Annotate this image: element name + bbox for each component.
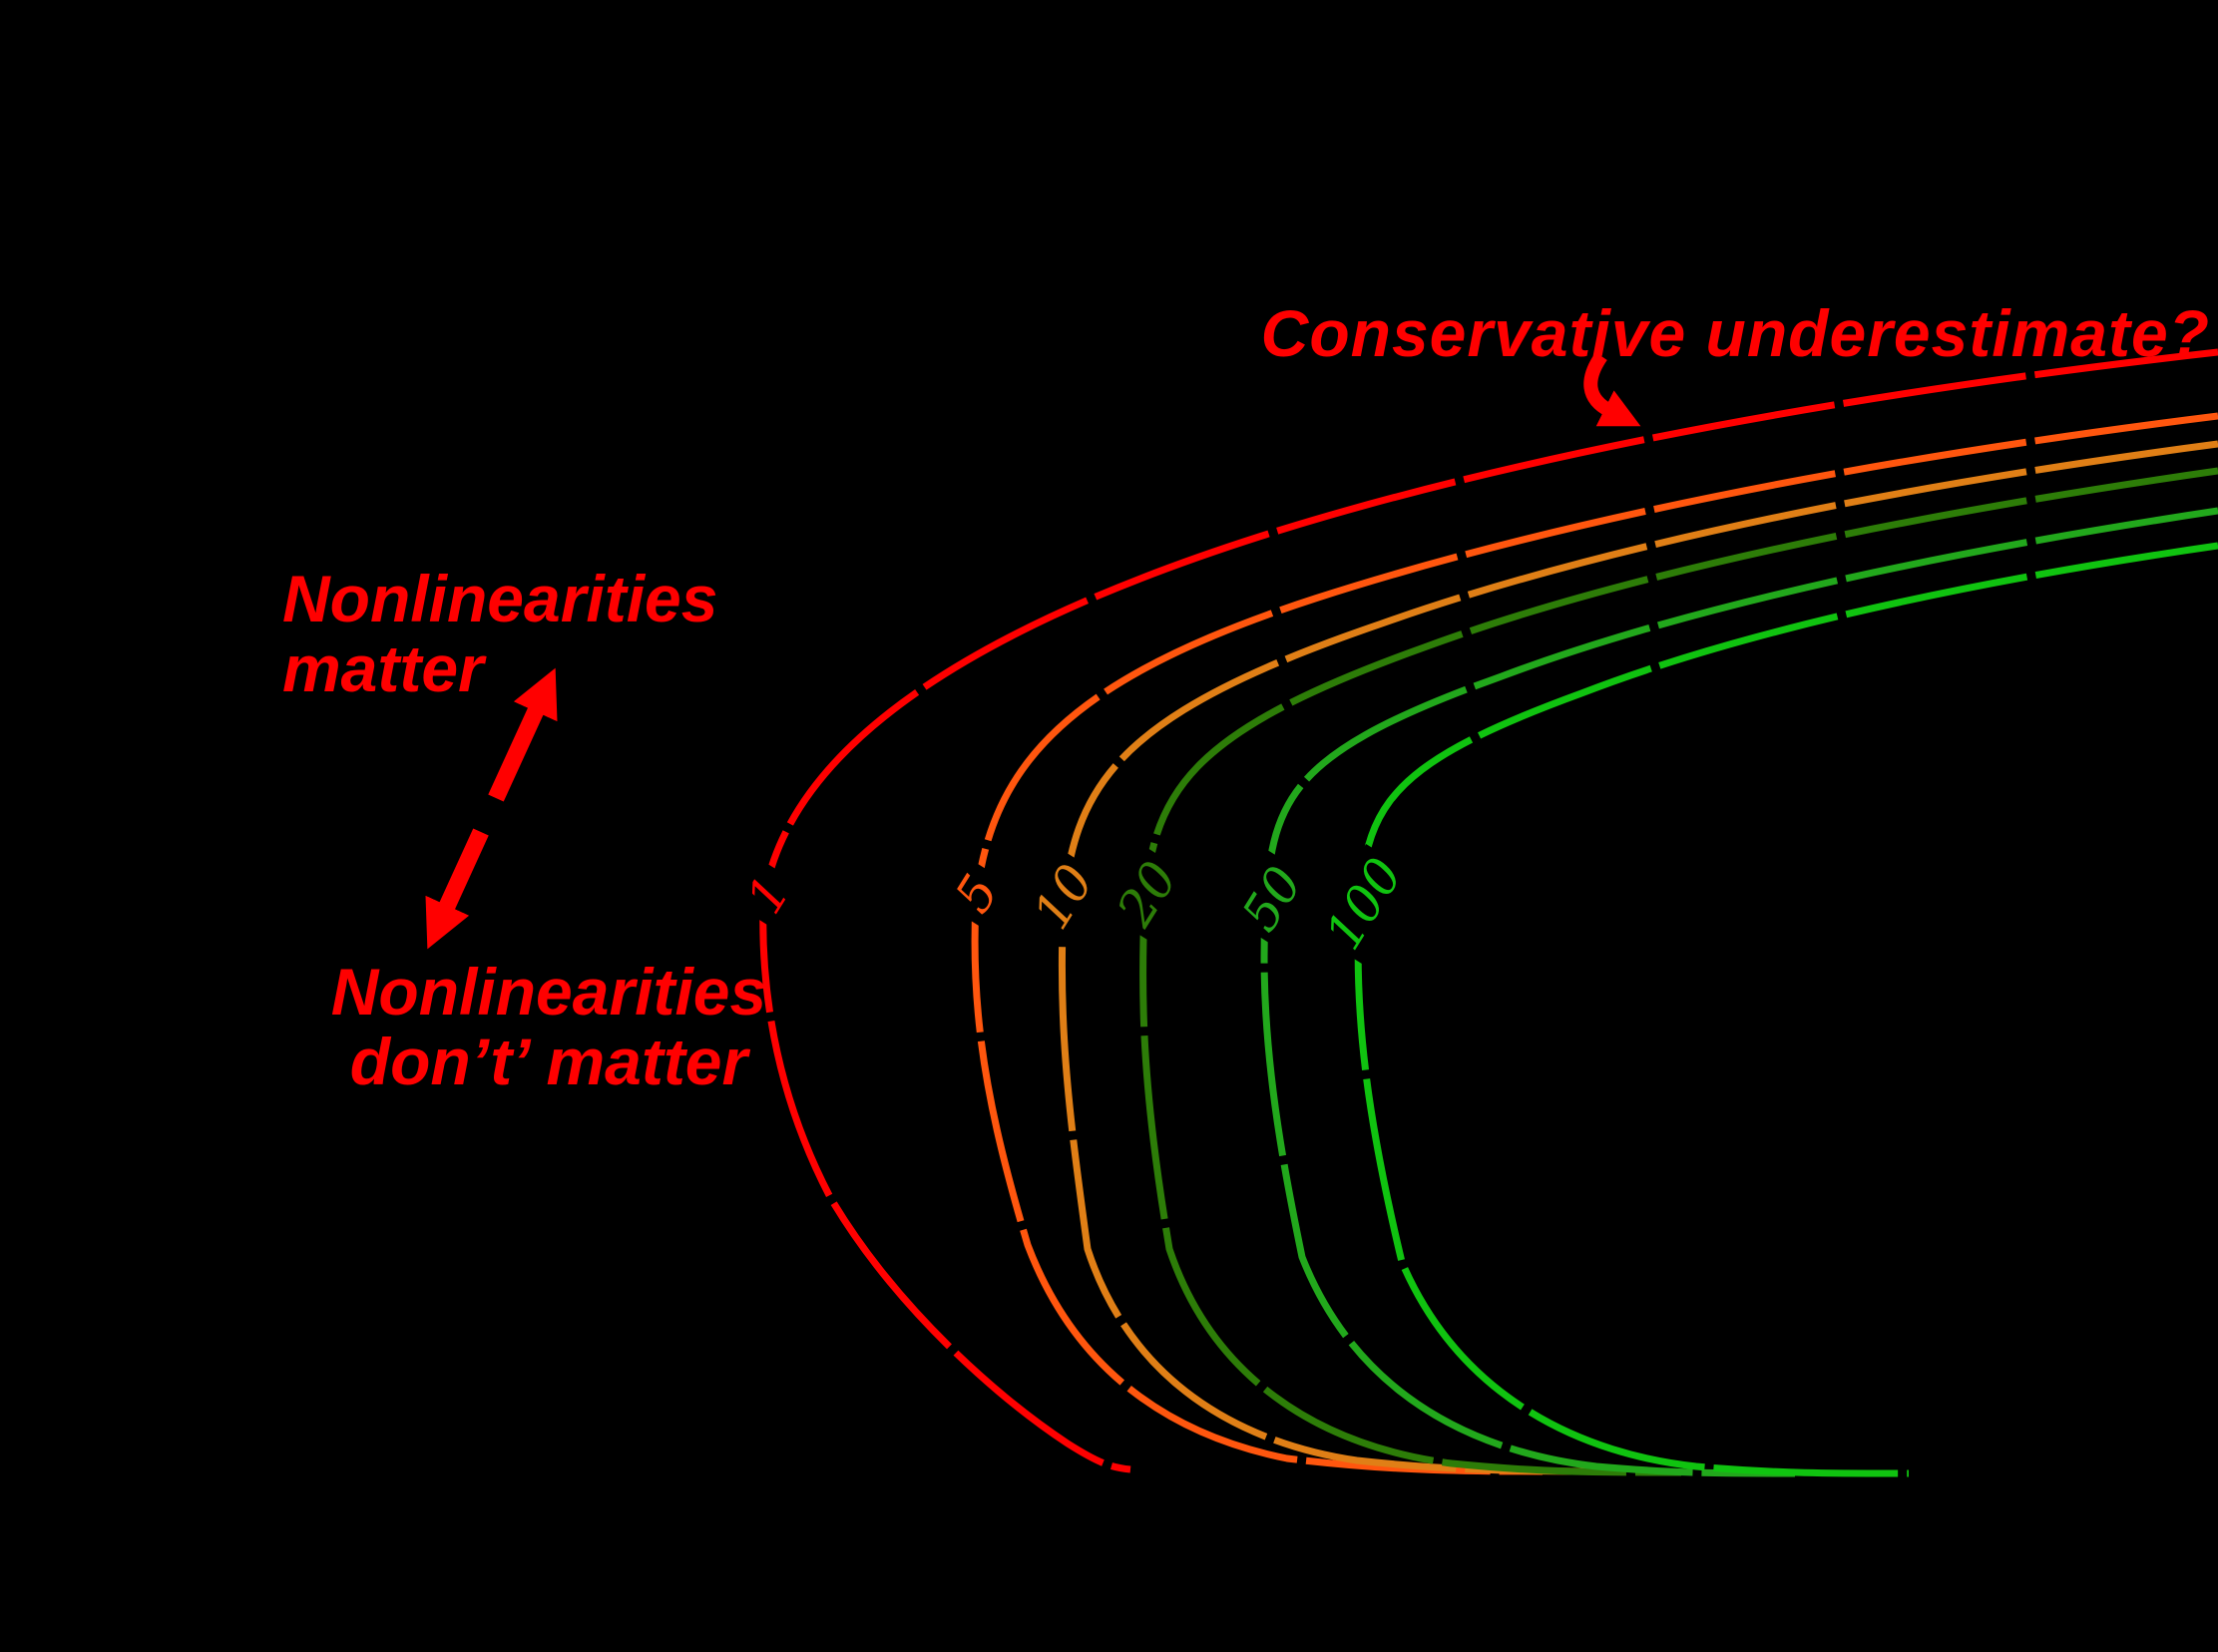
contour-line-50 bbox=[1260, 507, 2218, 1477]
lower-annotation: Nonlinearities don’t’ matter bbox=[289, 955, 808, 1098]
contour-line-10 bbox=[1058, 440, 2218, 1475]
contour-label-100: 100 bbox=[1311, 844, 1417, 964]
contour-label-mask bbox=[1311, 844, 1417, 964]
contour-label-20: 20 bbox=[1101, 845, 1194, 943]
contour-line-100 bbox=[1354, 542, 2218, 1477]
contour-label-10: 10 bbox=[1017, 848, 1110, 946]
contour-label-mask bbox=[937, 856, 1017, 932]
contour-labels: 1 5 10 20 50 100 bbox=[728, 844, 1417, 964]
contour-line-1 bbox=[759, 348, 2218, 1473]
contour-line-20 bbox=[1139, 467, 2218, 1476]
contour-line-5 bbox=[971, 412, 2218, 1475]
contour-label-mask bbox=[728, 857, 808, 933]
contour-label-5: 5 bbox=[937, 856, 1017, 932]
contour-label-mask bbox=[1101, 845, 1194, 943]
lower-annotation-line1: Nonlinearities bbox=[330, 955, 767, 1029]
double-arrow-upper-half-icon bbox=[488, 667, 558, 802]
contour-label-mask bbox=[1225, 850, 1319, 948]
contour-label-mask bbox=[1017, 848, 1110, 946]
contour-label-text-20: 20 bbox=[1106, 852, 1188, 938]
lower-annotation-line2: don’t’ matter bbox=[349, 1024, 748, 1098]
hook-arrow-icon bbox=[1583, 352, 1641, 427]
title-annotation: Conservative underestimate? bbox=[1260, 296, 2210, 370]
contour-label-text-50: 50 bbox=[1231, 857, 1314, 942]
contour-label-text-10: 10 bbox=[1023, 855, 1106, 940]
contour-label-1: 1 bbox=[728, 857, 808, 933]
double-arrow-lower-half-icon bbox=[425, 828, 489, 950]
upper-annotation-line1: Nonlinearities bbox=[282, 562, 718, 635]
upper-annotation-line2: matter bbox=[282, 630, 484, 705]
upper-annotation: Nonlinearities matter bbox=[282, 562, 718, 705]
contour-label-50: 50 bbox=[1225, 850, 1319, 948]
